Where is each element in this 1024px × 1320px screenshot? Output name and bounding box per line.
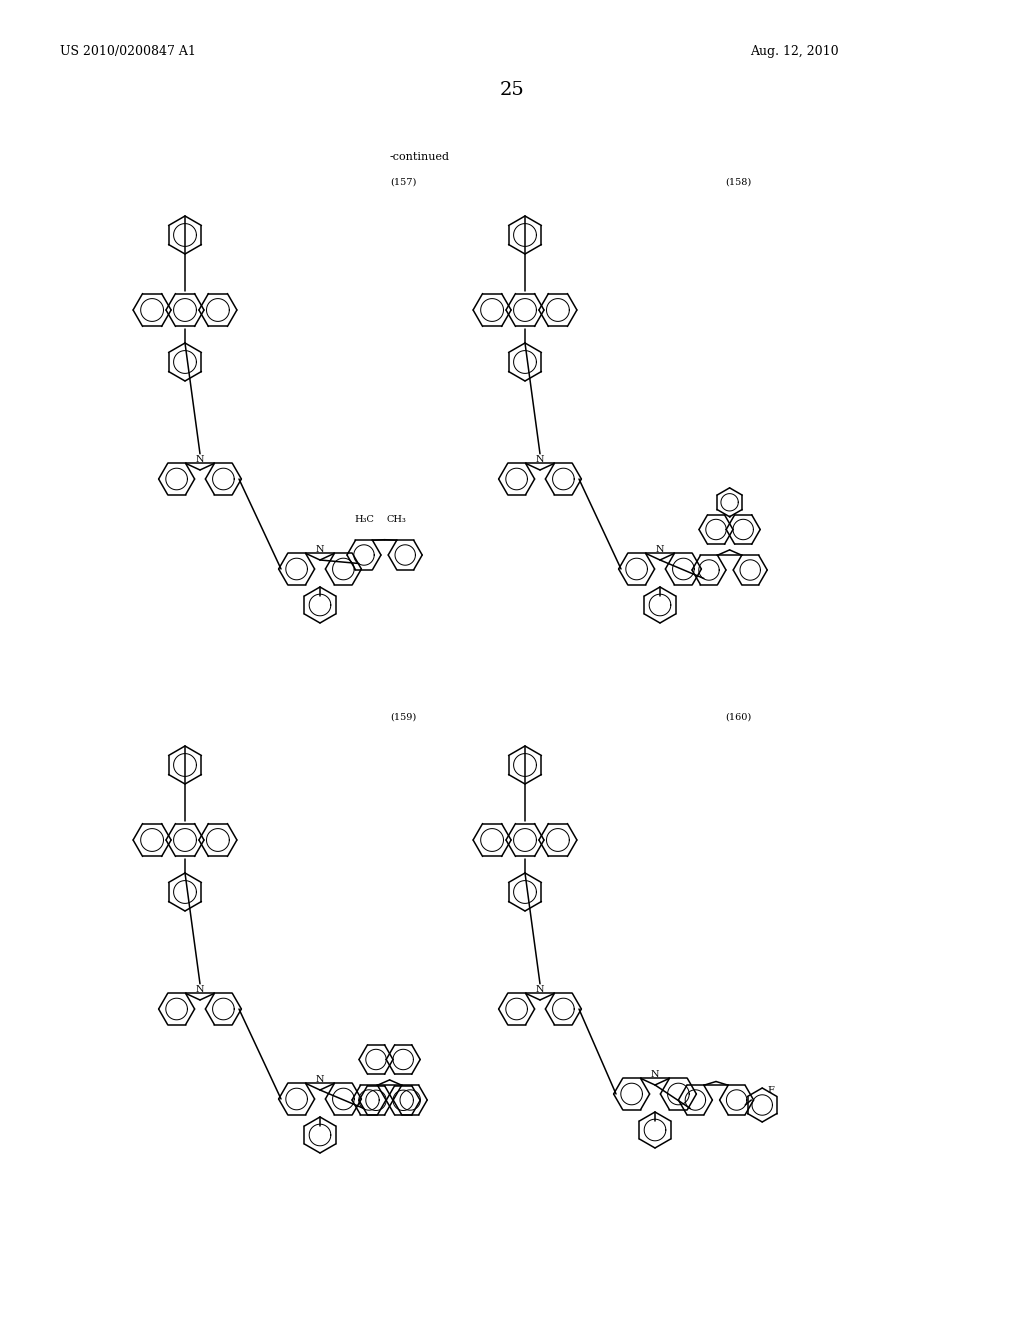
Text: N: N [536,985,545,994]
Text: N: N [651,1071,659,1078]
Text: (160): (160) [725,713,752,722]
Text: Aug. 12, 2010: Aug. 12, 2010 [750,45,839,58]
Text: (158): (158) [725,178,752,187]
Text: N: N [316,1074,325,1084]
Text: H₃C: H₃C [354,515,375,524]
Text: N: N [196,455,205,465]
Text: US 2010/0200847 A1: US 2010/0200847 A1 [60,45,196,58]
Text: -continued: -continued [390,152,450,162]
Text: F: F [767,1086,774,1096]
Text: N: N [656,545,665,554]
Text: (157): (157) [390,178,417,187]
Text: N: N [196,985,205,994]
Text: 25: 25 [500,81,524,99]
Text: N: N [536,455,545,465]
Text: (159): (159) [390,713,416,722]
Text: CH₃: CH₃ [387,515,407,524]
Text: N: N [316,545,325,554]
